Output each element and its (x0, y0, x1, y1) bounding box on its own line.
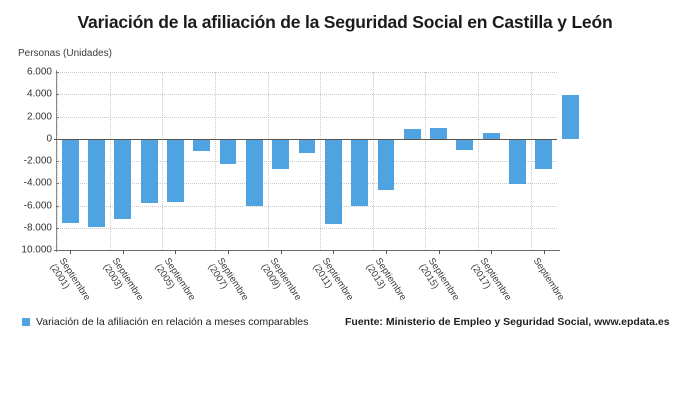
bar[interactable] (377, 138, 395, 190)
x-axis-tick-label: Septiembre (2009) (258, 256, 303, 309)
gridline-vertical (267, 72, 269, 250)
x-axis-tick-mark (175, 250, 177, 254)
x-axis-tick-label: Septiembre (2007) (206, 256, 251, 309)
chart-footer: Variación de la afiliación en relación a… (0, 316, 690, 336)
bar[interactable] (88, 138, 105, 227)
gridline-vertical (372, 72, 374, 250)
legend: Variación de la afiliación en relación a… (22, 316, 308, 328)
x-axis-tick-mark (438, 250, 440, 254)
y-axis-tick-label: -4.000 (23, 177, 52, 189)
gridline-horizontal (57, 205, 557, 207)
x-axis-tick-mark (70, 250, 72, 254)
bar[interactable] (272, 138, 290, 169)
y-axis-tick-mark (56, 227, 59, 229)
zero-baseline (54, 138, 557, 140)
gridline-vertical (162, 72, 164, 250)
gridline-horizontal (57, 161, 557, 162)
x-axis-tick-label: Septiembre (531, 256, 567, 303)
bar[interactable] (430, 127, 447, 139)
x-axis-tick-label: Septiembre (2001) (48, 256, 93, 309)
y-axis-tick-label: 10.000 (21, 244, 52, 256)
y-axis-tick-mark (56, 72, 59, 73)
gridline-horizontal (57, 94, 557, 96)
plot-area (54, 72, 579, 251)
y-axis-tick-mark (56, 161, 59, 162)
bar[interactable] (298, 138, 316, 154)
bar[interactable] (324, 138, 342, 225)
x-axis-tick-label: Septiembre (2013) (363, 256, 408, 309)
source-note: Fuente: Ministerio de Empleo y Seguridad… (345, 316, 670, 328)
bar[interactable] (61, 138, 79, 224)
y-axis-tick-mark (56, 250, 59, 251)
x-axis-tick-mark (333, 250, 335, 254)
bar[interactable] (456, 138, 474, 150)
legend-color-swatch (22, 318, 30, 326)
x-axis-tick-label: Septiembre (2011) (311, 256, 356, 309)
x-axis-tick-label: Septiembre (2003) (100, 256, 145, 309)
y-axis-tick-mark (56, 116, 59, 118)
y-axis-tick-label: 6.000 (26, 66, 52, 78)
gridline-vertical (425, 72, 427, 250)
x-axis-tick-mark (543, 250, 545, 254)
bar[interactable] (140, 138, 158, 204)
bar[interactable] (219, 138, 237, 165)
y-axis-units-label: Personas (Unidades) (18, 48, 112, 59)
y-axis-tick-label: 2.000 (26, 111, 52, 122)
bar[interactable] (351, 138, 369, 206)
x-axis-tick-mark (385, 250, 387, 254)
bar[interactable] (482, 133, 500, 139)
x-axis-tick-mark (280, 250, 282, 254)
bar[interactable] (535, 138, 553, 169)
y-axis-tick-label: 0 (46, 133, 52, 145)
gridline-vertical (320, 72, 322, 250)
gridline-vertical (214, 72, 216, 250)
bar[interactable] (245, 138, 263, 206)
bar[interactable] (509, 138, 526, 185)
bar[interactable] (193, 138, 211, 151)
x-axis-tick-mark (491, 250, 493, 254)
y-axis-tick-label: -6.000 (23, 200, 52, 211)
y-axis-tick-label: 4.000 (26, 88, 52, 100)
y-axis-tick-mark (56, 183, 59, 185)
bar[interactable] (167, 138, 184, 203)
bar[interactable] (403, 128, 421, 139)
legend-label: Variación de la afiliación en relación a… (36, 316, 309, 328)
x-axis-tick-label: Septiembre (2015) (416, 256, 461, 309)
gridline-vertical (109, 72, 111, 250)
gridline-vertical (530, 72, 532, 250)
y-axis-tick-labels: 6.000 4.000 2.000 0 -2.000 -4.000 -6.000 -8.000… (0, 0, 52, 406)
x-axis-tick-label: Septiembre (2017) (469, 256, 514, 309)
x-axis-line (54, 250, 560, 251)
x-axis-tick-label-month: Septiembre (530, 256, 567, 303)
y-axis-tick-label: -2.000 (23, 155, 52, 167)
gridline-horizontal (57, 227, 557, 229)
gridline-vertical (478, 72, 480, 250)
chart-title: Variación de la afiliación de la Segurid… (77, 12, 613, 32)
x-axis-tick-label: Septiembre (2005) (153, 256, 198, 309)
gridline-horizontal (57, 183, 557, 185)
gridline-horizontal (57, 72, 557, 73)
y-axis-tick-mark (56, 94, 59, 96)
bar[interactable] (561, 95, 579, 139)
x-axis-tick-mark (228, 250, 230, 254)
bar[interactable] (114, 138, 132, 219)
y-axis-tick-mark (56, 205, 59, 207)
gridline-horizontal (57, 116, 557, 118)
y-axis-tick-label: -8.000 (23, 222, 52, 234)
x-axis-tick-mark (122, 250, 124, 254)
